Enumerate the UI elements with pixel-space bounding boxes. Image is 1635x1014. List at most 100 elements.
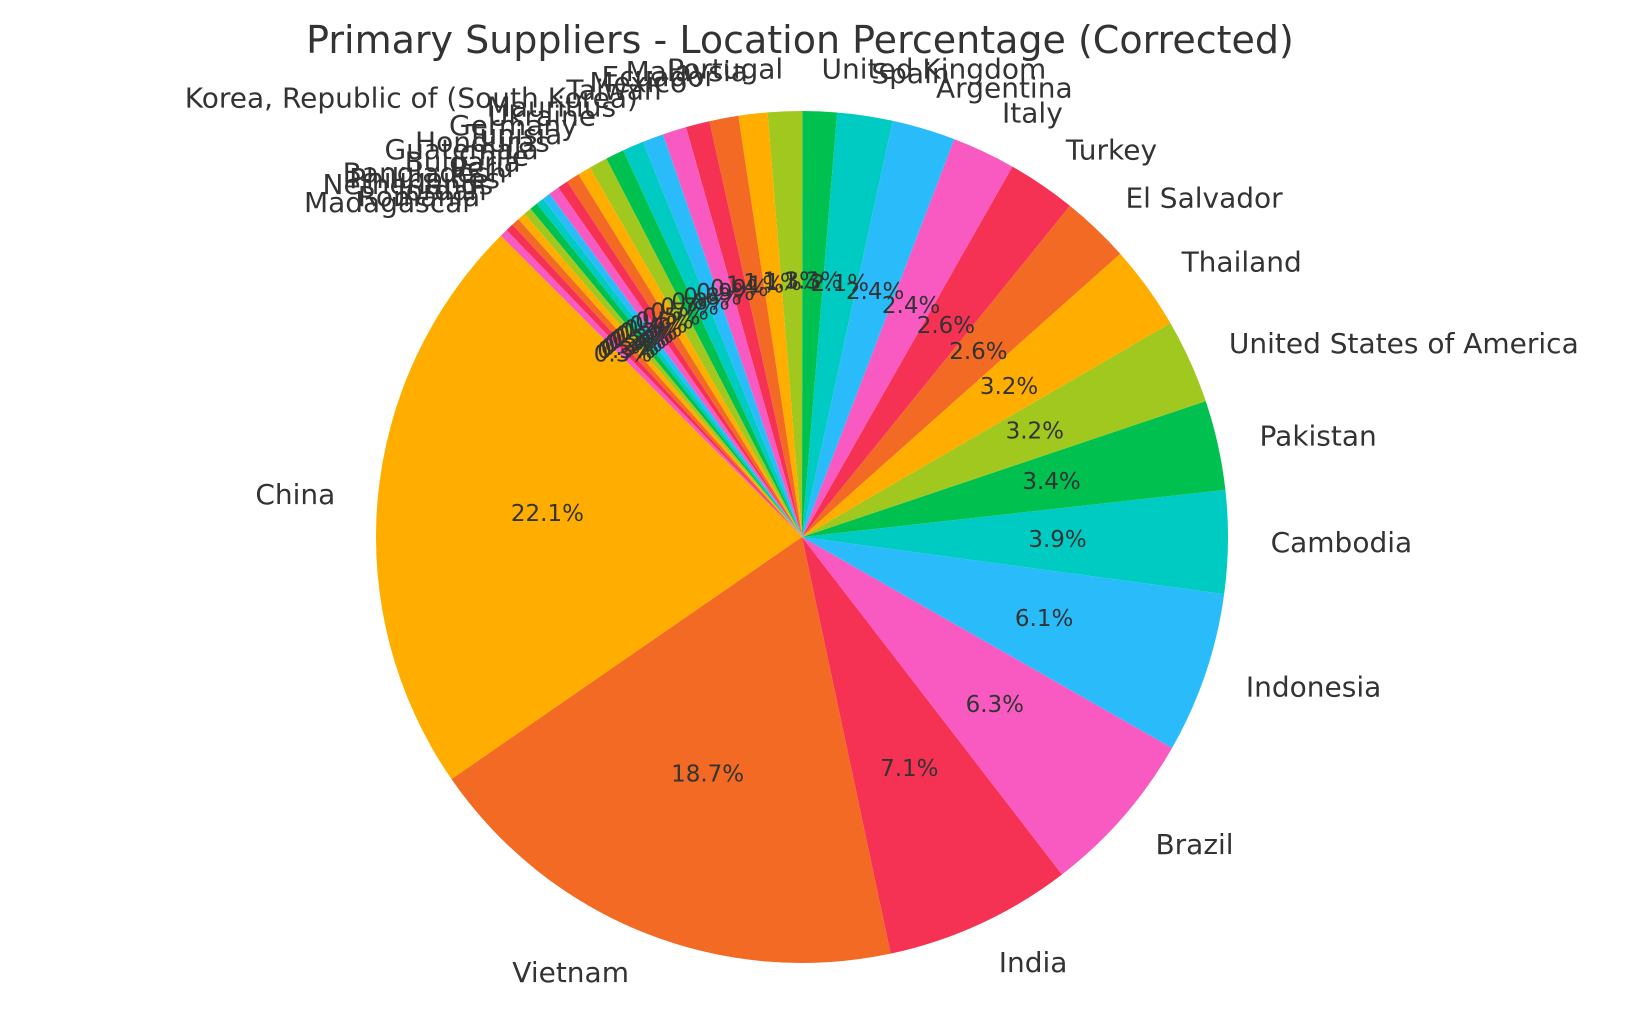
pie-slice-mauritius [623,141,802,537]
pie-percent-label-netherlands: 0.3% [604,332,662,358]
pie-percent-label-mexico: 0.9% [710,276,768,302]
pie-slice-china [375,235,802,780]
pie-percent-label-tunisia: 0.5% [642,304,700,330]
pie-category-label-portugal: Portugal [667,52,783,85]
pie-category-label-ukraine: Ukraine [488,100,596,133]
pie-slice-ecuador [709,115,802,537]
pie-percent-label-ecuador: 1.1% [726,273,784,299]
pie-category-label-malaysia: Malaysia [626,55,748,88]
pie-percent-label-madagascar: 0.3% [594,342,652,368]
pie-slice-honduras [567,174,802,537]
pie-slice-guatemala [558,181,802,537]
pie-percent-label-bulgaria: 0.3% [619,320,677,346]
pie-percent-labels: 22.1% 18.7% 7.1% 6.3% 6.1% 3.9% 3.4% 3.2% 3.2% 2.… [511,269,1087,788]
pie-category-label-netherlands: Netherlands [323,168,494,201]
pie-category-label-bulgaria: Bulgaria [405,146,521,179]
pie-percent-label-mauritius: 0.8% [671,289,729,315]
pie-percent-label-pakistan: 3.4% [1022,469,1080,495]
pie-percent-label-china: 22.1% [511,501,584,527]
pie-slice-portugal [767,111,803,537]
pie-slice-chile [549,187,802,537]
pie-category-label-argentina: Argentina [936,71,1073,104]
pie-percent-label-guatemala: 0.4% [629,313,687,339]
pie-percent-label-philippines: 0.3% [608,329,666,355]
pie-percent-label-vietnam: 18.7% [671,762,744,788]
pie-percent-label-united-kingdom: 1.3% [783,269,841,295]
pie-category-label-el-salvador: El Salvador [1125,181,1283,214]
pie-percent-label-el-salvador: 2.6% [949,339,1007,365]
pie-category-label-united-kingdom: United Kingdom [822,52,1047,85]
pie-percent-label-romania: 0.3% [597,338,655,364]
pie-category-label-guatemala: Guatemala [384,133,538,166]
pie-slice-romania [506,224,802,537]
pie-percent-label-chile: 0.4% [624,316,682,342]
pie-slice-mexico [685,121,802,538]
pie-category-label-jordan: Jordan [396,174,487,207]
pie-category-label-peru: Peru [451,151,513,184]
pie-percent-label-united-states-of-america: 3.2% [1006,419,1064,445]
pie-percent-label-korea-republic-of-south-korea: 0.8% [683,285,741,311]
pie-category-label-italy: Italy [1002,97,1063,130]
pie-category-label-bangladesh: Bangladesh [343,157,507,190]
pie-slices [375,111,1228,963]
pie-category-label-india: India [999,946,1068,979]
pie-category-labels: China Vietnam India Brazil Indonesia Cambodia… [185,52,1579,989]
pie-category-label-brazil: Brazil [1155,828,1233,861]
pie-category-label-pakistan: Pakistan [1260,419,1377,452]
pie-category-label-korea-republic-of-south-korea: Korea, Republic of (South Korea) [185,82,638,115]
pie-percent-label-peru: 0.3% [616,323,674,349]
pie-category-label-thailand: Thailand [1181,246,1302,279]
pie-slice-bulgaria [543,193,802,537]
pie-slice-tunisia [578,167,802,537]
pie-percent-label-italy: 2.4% [882,293,940,319]
pie-percent-label-cambodia: 3.9% [1028,527,1086,553]
pie-slice-el-salvador [802,205,1121,537]
pie-category-label-vietnam: Vietnam [512,956,629,989]
pie-slice-korea-republic-of-south-korea [642,134,802,537]
pie-slice-italy [802,139,1013,538]
pie-percent-label-ukraine: 0.7% [660,294,718,320]
pie-slice-india [802,537,1062,954]
pie-percent-label-spain: 2.1% [811,271,869,297]
pie-percent-label-malaysia: 1.1% [743,270,801,296]
pie-category-label-ecuador: Ecuador [602,60,717,93]
pie-category-label-taiwan: Taiwan [565,73,661,106]
pie-slice-germany [589,158,802,537]
pie-category-label-mauritius: Mauritius [487,90,616,123]
pie-slice-netherlands [518,213,802,537]
pie-percent-label-thailand: 3.2% [980,374,1038,400]
pie-category-label-tunisia: Tunisia [466,118,563,151]
pie-category-label-madagascar: Madagascar [304,186,474,219]
pie-slice-spain [802,112,893,537]
pie-category-label-spain: Spain [871,57,949,90]
pie-slice-united-states-of-america [802,323,1206,537]
pie-percent-label-indonesia: 6.1% [1015,606,1073,632]
pie-category-label-china: China [255,478,335,511]
pie-slice-jordan [512,219,802,537]
pie-percent-label-bangladesh: 0.3% [612,326,670,352]
pie-percent-label-jordan: 0.3% [601,335,659,361]
pie-category-label-honduras: Honduras [415,126,550,159]
pie-slice-madagascar [500,230,802,538]
pie-percent-label-brazil: 6.3% [966,692,1024,718]
pie-category-label-mexico: Mexico [589,66,687,99]
pie-category-label-chile: Chile [459,140,529,173]
pie-percent-label-taiwan: 0.9% [696,280,754,306]
pie-slice-argentina [802,120,955,538]
pie-slice-philippines [524,208,802,537]
pie-slice-brazil [802,537,1173,875]
pie-slice-peru [536,198,802,537]
pie-slice-turkey [802,166,1070,537]
pie-category-label-united-states-of-america: United States of America [1229,327,1579,360]
chart-title: Primary Suppliers - Location Percentage … [306,18,1294,62]
pie-slice-united-kingdom [802,111,838,538]
pie-percent-label-argentina: 2.4% [846,279,904,305]
pie-percent-label-honduras: 0.5% [635,309,693,335]
pie-category-label-germany: Germany [449,109,578,142]
pie-slice-thailand [802,253,1171,537]
pie-percent-label-turkey: 2.6% [917,313,975,339]
pie-category-label-indonesia: Indonesia [1246,671,1381,704]
pie-slice-indonesia [802,537,1225,748]
pie-category-label-philippines: Philippines [349,162,500,195]
pie-slice-pakistan [802,401,1226,537]
